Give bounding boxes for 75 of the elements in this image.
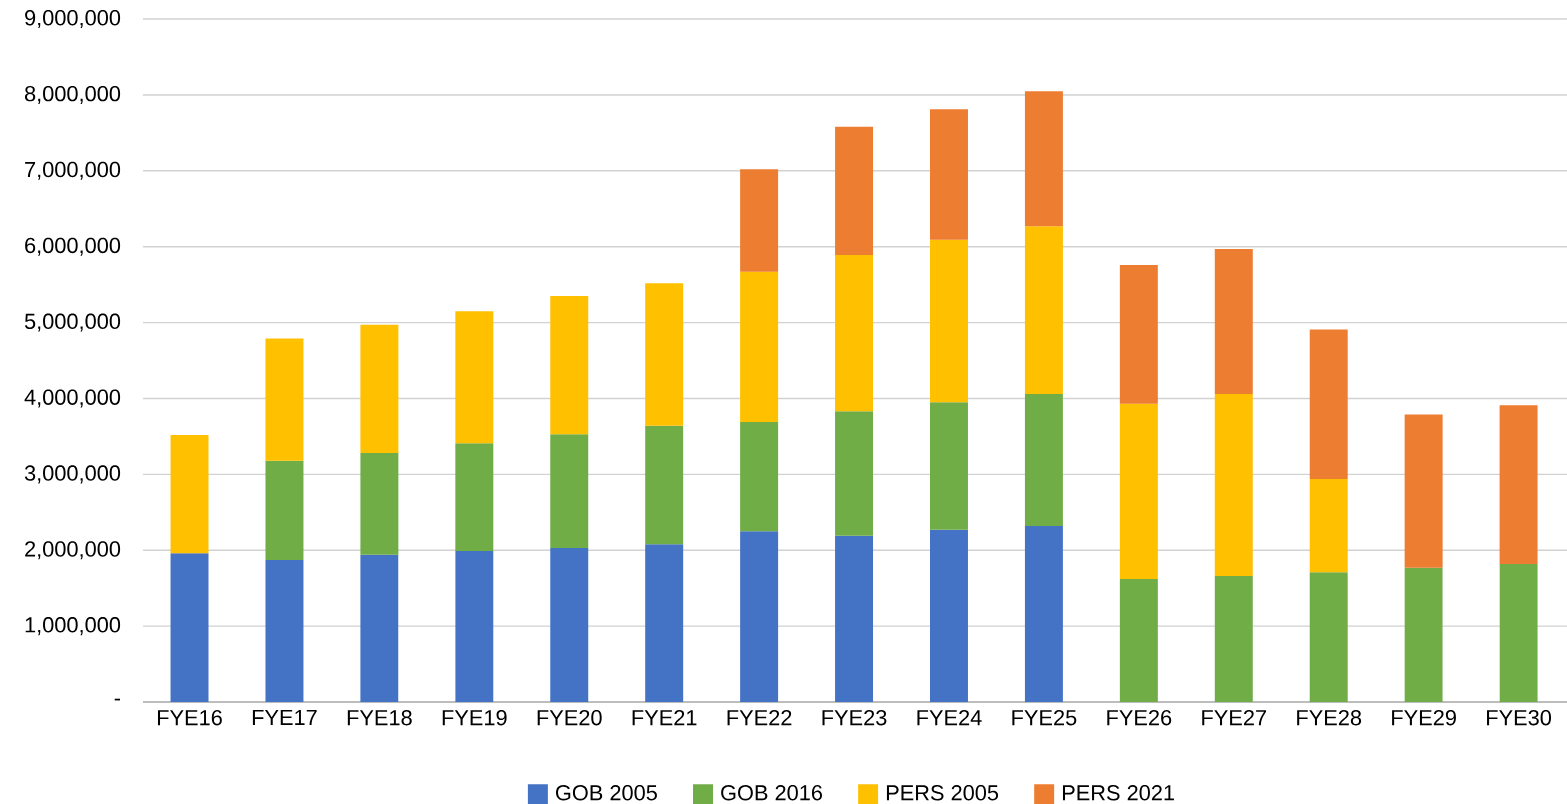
bar (360, 324, 399, 454)
x-tick-label: FYE16 (157, 709, 222, 726)
bar (930, 109, 968, 240)
bar (1214, 248, 1253, 394)
bar (740, 531, 779, 702)
bar (1024, 91, 1063, 227)
bar (930, 402, 968, 530)
legend-label: GOB 2005 (556, 785, 657, 801)
bar (1119, 579, 1158, 702)
legend-label: PERS 2021 (1062, 785, 1174, 801)
bar (740, 169, 779, 272)
bar (1024, 226, 1063, 394)
y-tick-label: 4,000,000 (24, 389, 121, 408)
x-tick-label: FYE19 (442, 709, 507, 726)
bar (360, 554, 399, 702)
bar (265, 460, 304, 561)
bar (1214, 393, 1253, 577)
y-tick-label: 6,000,000 (25, 237, 121, 256)
bar (550, 296, 589, 435)
y-tick-label: 1,000,000 (25, 617, 121, 636)
x-tick-label: FYE26 (1107, 709, 1172, 726)
y-tick-label: 9,000,000 (25, 10, 121, 29)
bar (1499, 405, 1538, 564)
x-tick-label: FYE21 (632, 709, 697, 726)
bar (1119, 403, 1158, 580)
bar (455, 311, 494, 444)
bar (1214, 576, 1253, 702)
bar (455, 443, 494, 551)
bar (265, 560, 304, 702)
x-tick-label: FYE24 (917, 709, 982, 726)
bar (645, 425, 684, 545)
x-tick-label: FYE17 (252, 709, 317, 725)
bar (1024, 393, 1063, 526)
y-tick-label: 8,000,000 (24, 85, 121, 104)
y-tick-label: 7,000,000 (25, 161, 121, 180)
bar (835, 535, 874, 702)
x-tick-label: FYE28 (1297, 709, 1362, 726)
bar (1309, 329, 1348, 479)
x-tick-label: FYE25 (1012, 709, 1077, 726)
x-tick-label: FYE29 (1392, 709, 1456, 726)
bar (170, 434, 209, 554)
bar (1119, 264, 1158, 404)
bar (455, 551, 494, 702)
legend-label: PERS 2005 (886, 785, 999, 801)
x-tick-label: FYE22 (727, 709, 792, 726)
bar (645, 283, 684, 426)
bar (645, 544, 684, 702)
bar (835, 255, 874, 412)
bar (930, 239, 968, 403)
bar (835, 411, 874, 536)
bar (1404, 414, 1443, 568)
y-tick-label: - (114, 698, 121, 701)
y-tick-label: 3,000,000 (24, 465, 121, 484)
bar (835, 126, 874, 256)
bar (550, 547, 589, 702)
x-tick-label: FYE27 (1202, 709, 1266, 726)
bar (1309, 572, 1348, 702)
bar (1499, 563, 1538, 702)
y-tick-label: 5,000,000 (24, 313, 121, 332)
x-tick-label: FYE23 (822, 709, 887, 726)
bar (740, 421, 779, 532)
bar (550, 434, 589, 548)
x-tick-label: FYE18 (347, 709, 412, 726)
x-tick-label: FYE20 (537, 709, 602, 726)
bar (1404, 567, 1443, 702)
bar (265, 338, 304, 461)
bar (360, 453, 399, 555)
y-tick-label: 2,000,000 (25, 541, 121, 560)
x-tick-label: FYE30 (1487, 709, 1552, 726)
legend-label: GOB 2016 (721, 785, 822, 801)
bar (170, 553, 209, 702)
bar (740, 271, 779, 422)
bar (1024, 525, 1063, 702)
bar (1309, 478, 1348, 573)
bar (930, 529, 968, 702)
